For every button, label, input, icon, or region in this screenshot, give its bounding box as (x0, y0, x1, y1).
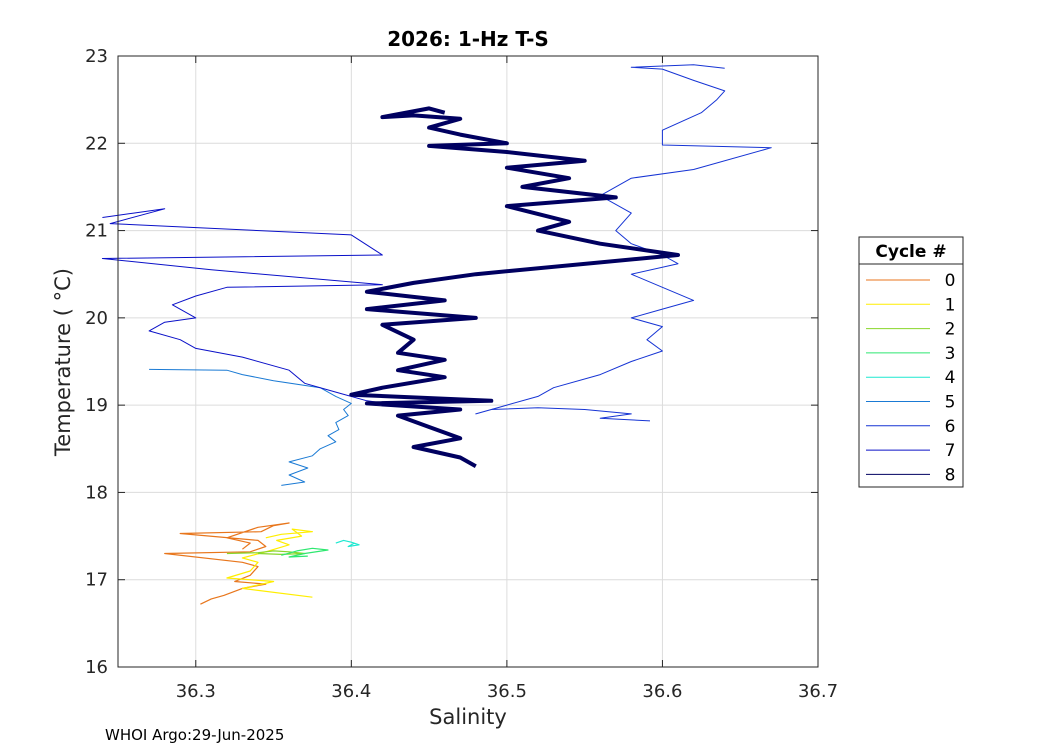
series-line-cycle-6 (475, 64, 772, 422)
x-tick-label: 36.3 (176, 681, 216, 702)
chart-title: 2026: 1-Hz T-S (387, 27, 549, 51)
x-axis-label: Salinity (429, 705, 507, 729)
legend-label-cycle-0: 0 (945, 271, 956, 291)
x-tick-label: 36.5 (487, 681, 527, 702)
legend-label-cycle-8: 8 (945, 465, 956, 485)
legend-label-cycle-3: 3 (945, 344, 956, 364)
legend: Cycle # 0 1 2 3 4 5 6 7 8 (858, 236, 964, 488)
y-tick-label: 19 (85, 395, 108, 416)
legend-label-cycle-1: 1 (945, 295, 956, 315)
series-line-cycle-8 (349, 106, 680, 468)
series-line-cycle-3 (281, 547, 329, 558)
series-line-cycle-4 (335, 539, 360, 548)
x-tick-label: 36.4 (331, 681, 371, 702)
series-line-cycle-5 (149, 368, 352, 486)
y-ticks: 16 17 18 19 20 21 22 23 (85, 46, 818, 678)
y-tick-label: 18 (85, 482, 108, 503)
series-layer (101, 64, 772, 605)
x-ticks: 36.3 36.4 36.5 36.6 36.7 (176, 56, 838, 702)
series-line-cycle-7 (101, 208, 399, 406)
y-tick-label: 22 (85, 133, 108, 154)
series-line-cycle-2 (226, 550, 306, 556)
y-tick-label: 23 (85, 46, 108, 67)
legend-items: 0 1 2 3 4 5 6 7 8 (866, 271, 955, 485)
footer-credit: WHOI Argo:29-Jun-2025 (105, 726, 285, 744)
legend-label-cycle-2: 2 (945, 320, 956, 340)
legend-label-cycle-7: 7 (945, 441, 956, 461)
legend-title: Cycle # (875, 242, 946, 262)
legend-label-cycle-4: 4 (945, 368, 956, 388)
legend-label-cycle-6: 6 (945, 417, 956, 437)
plot-frame (117, 55, 819, 668)
y-tick-label: 20 (85, 308, 108, 329)
y-tick-label: 21 (85, 221, 108, 242)
x-tick-label: 36.6 (642, 681, 682, 702)
legend-box (858, 236, 964, 488)
legend-label-cycle-5: 5 (945, 393, 956, 413)
y-tick-label: 17 (85, 570, 108, 591)
y-axis-label: Temperature ( °C) (51, 268, 75, 457)
x-tick-label: 36.7 (798, 681, 838, 702)
y-tick-label: 16 (85, 657, 108, 678)
plot-area (118, 56, 818, 667)
